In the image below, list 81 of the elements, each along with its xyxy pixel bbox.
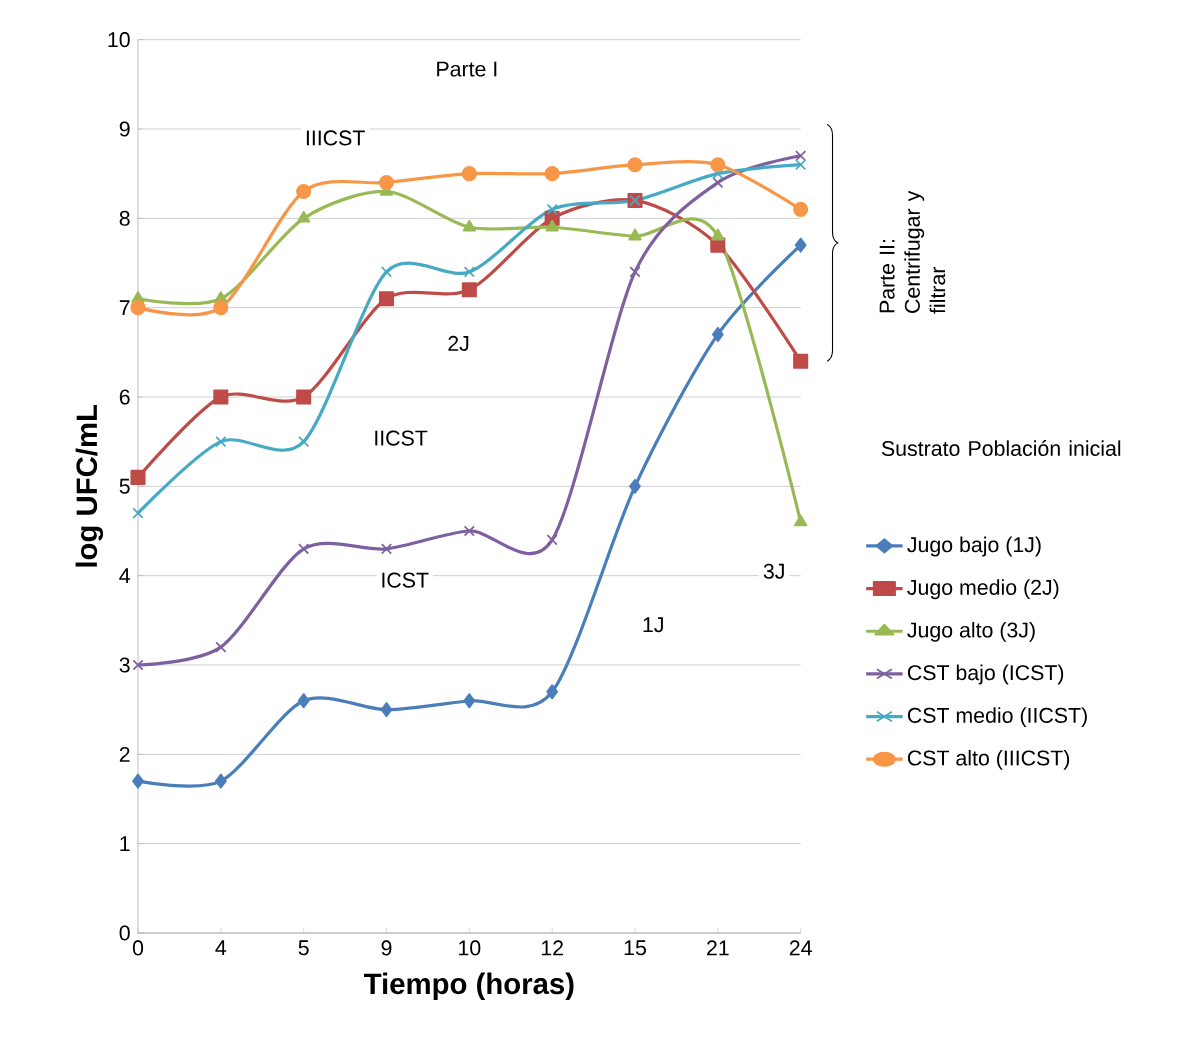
- point: [711, 228, 725, 241]
- y-tick-label: 0: [119, 925, 130, 941]
- x-tick-label: 4: [215, 940, 227, 956]
- point: [132, 507, 144, 519]
- annotation: Parte I: [437, 61, 497, 77]
- point: [793, 353, 809, 369]
- point: [215, 436, 227, 448]
- x-tick-label: 21: [707, 940, 729, 956]
- point: [130, 469, 146, 485]
- annotation: 3J: [763, 563, 784, 579]
- legend-label: Jugo medio (2J): [907, 579, 1059, 600]
- point: [712, 177, 724, 189]
- point: [297, 693, 310, 709]
- legend-label: CST alto (IIICST): [907, 749, 1070, 770]
- point: [463, 693, 476, 709]
- point: [462, 219, 476, 232]
- point: [296, 389, 312, 405]
- point: [296, 183, 312, 200]
- point: [461, 282, 477, 298]
- point: [795, 150, 807, 162]
- point: [463, 525, 475, 537]
- y-tick-label: 6: [119, 389, 130, 405]
- point: [546, 684, 559, 700]
- point: [544, 166, 560, 182]
- point: [298, 543, 310, 555]
- text: Parte II: Centrifugar y filtrar: [879, 190, 946, 314]
- point: [297, 210, 311, 223]
- y-tick-label: 9: [119, 121, 130, 137]
- point: [629, 266, 641, 278]
- point: [793, 201, 809, 217]
- point: [213, 300, 229, 316]
- x-tick-label: 5: [298, 940, 309, 956]
- point: [213, 389, 229, 405]
- point: [132, 773, 144, 789]
- point: [215, 641, 227, 653]
- point: [380, 702, 393, 718]
- y-tick-label: 8: [119, 210, 130, 226]
- point: [461, 166, 477, 182]
- annotation: 1J: [643, 617, 663, 633]
- point: [545, 219, 559, 232]
- x-tick-label: 10: [459, 940, 481, 956]
- point: [710, 157, 726, 173]
- point: [130, 300, 146, 316]
- legend-title: Sustrato Población inicial: [881, 440, 1121, 457]
- point: [132, 659, 144, 671]
- point: [794, 514, 808, 527]
- y-tick-label: 7: [119, 300, 130, 315]
- point: [794, 237, 807, 253]
- point: [628, 228, 642, 241]
- y-tick-label: 10: [108, 32, 130, 48]
- point: [378, 291, 395, 307]
- point: [463, 266, 475, 278]
- point: [711, 326, 724, 342]
- x-tick-label: 15: [624, 940, 646, 956]
- x-axis-title: Tiempo (horas): [364, 972, 574, 1000]
- y-tick-label: 5: [119, 478, 130, 494]
- point: [546, 534, 558, 546]
- point: [629, 478, 641, 494]
- x-tick-label: 12: [541, 940, 563, 956]
- legend-label: Jugo alto (3J): [907, 621, 1035, 642]
- point: [380, 543, 393, 555]
- y-tick-label: 1: [120, 836, 130, 851]
- annotation: IIICST: [306, 130, 365, 146]
- x-tick-label: 24: [789, 940, 812, 956]
- point: [214, 773, 227, 789]
- annotation: 2J: [448, 335, 469, 351]
- legend-label: Jugo bajo (1J): [907, 536, 1041, 557]
- x-tick-label: 0: [132, 940, 144, 956]
- annotation: ICST: [382, 572, 429, 588]
- y-tick-label: 4: [119, 568, 130, 583]
- point: [546, 203, 558, 215]
- annotation: IICST: [375, 430, 428, 446]
- x-tick-label: 9: [381, 940, 392, 956]
- y-tick-label: 3: [119, 657, 130, 673]
- point: [378, 175, 395, 191]
- point: [627, 157, 643, 173]
- legend-label: CST bajo (ICST): [907, 664, 1064, 685]
- y-tick-label: 2: [119, 746, 130, 762]
- y-axis-title: log UFC/mL: [75, 404, 104, 567]
- legend-label: CST medio (IICST): [907, 707, 1087, 728]
- point: [795, 159, 807, 171]
